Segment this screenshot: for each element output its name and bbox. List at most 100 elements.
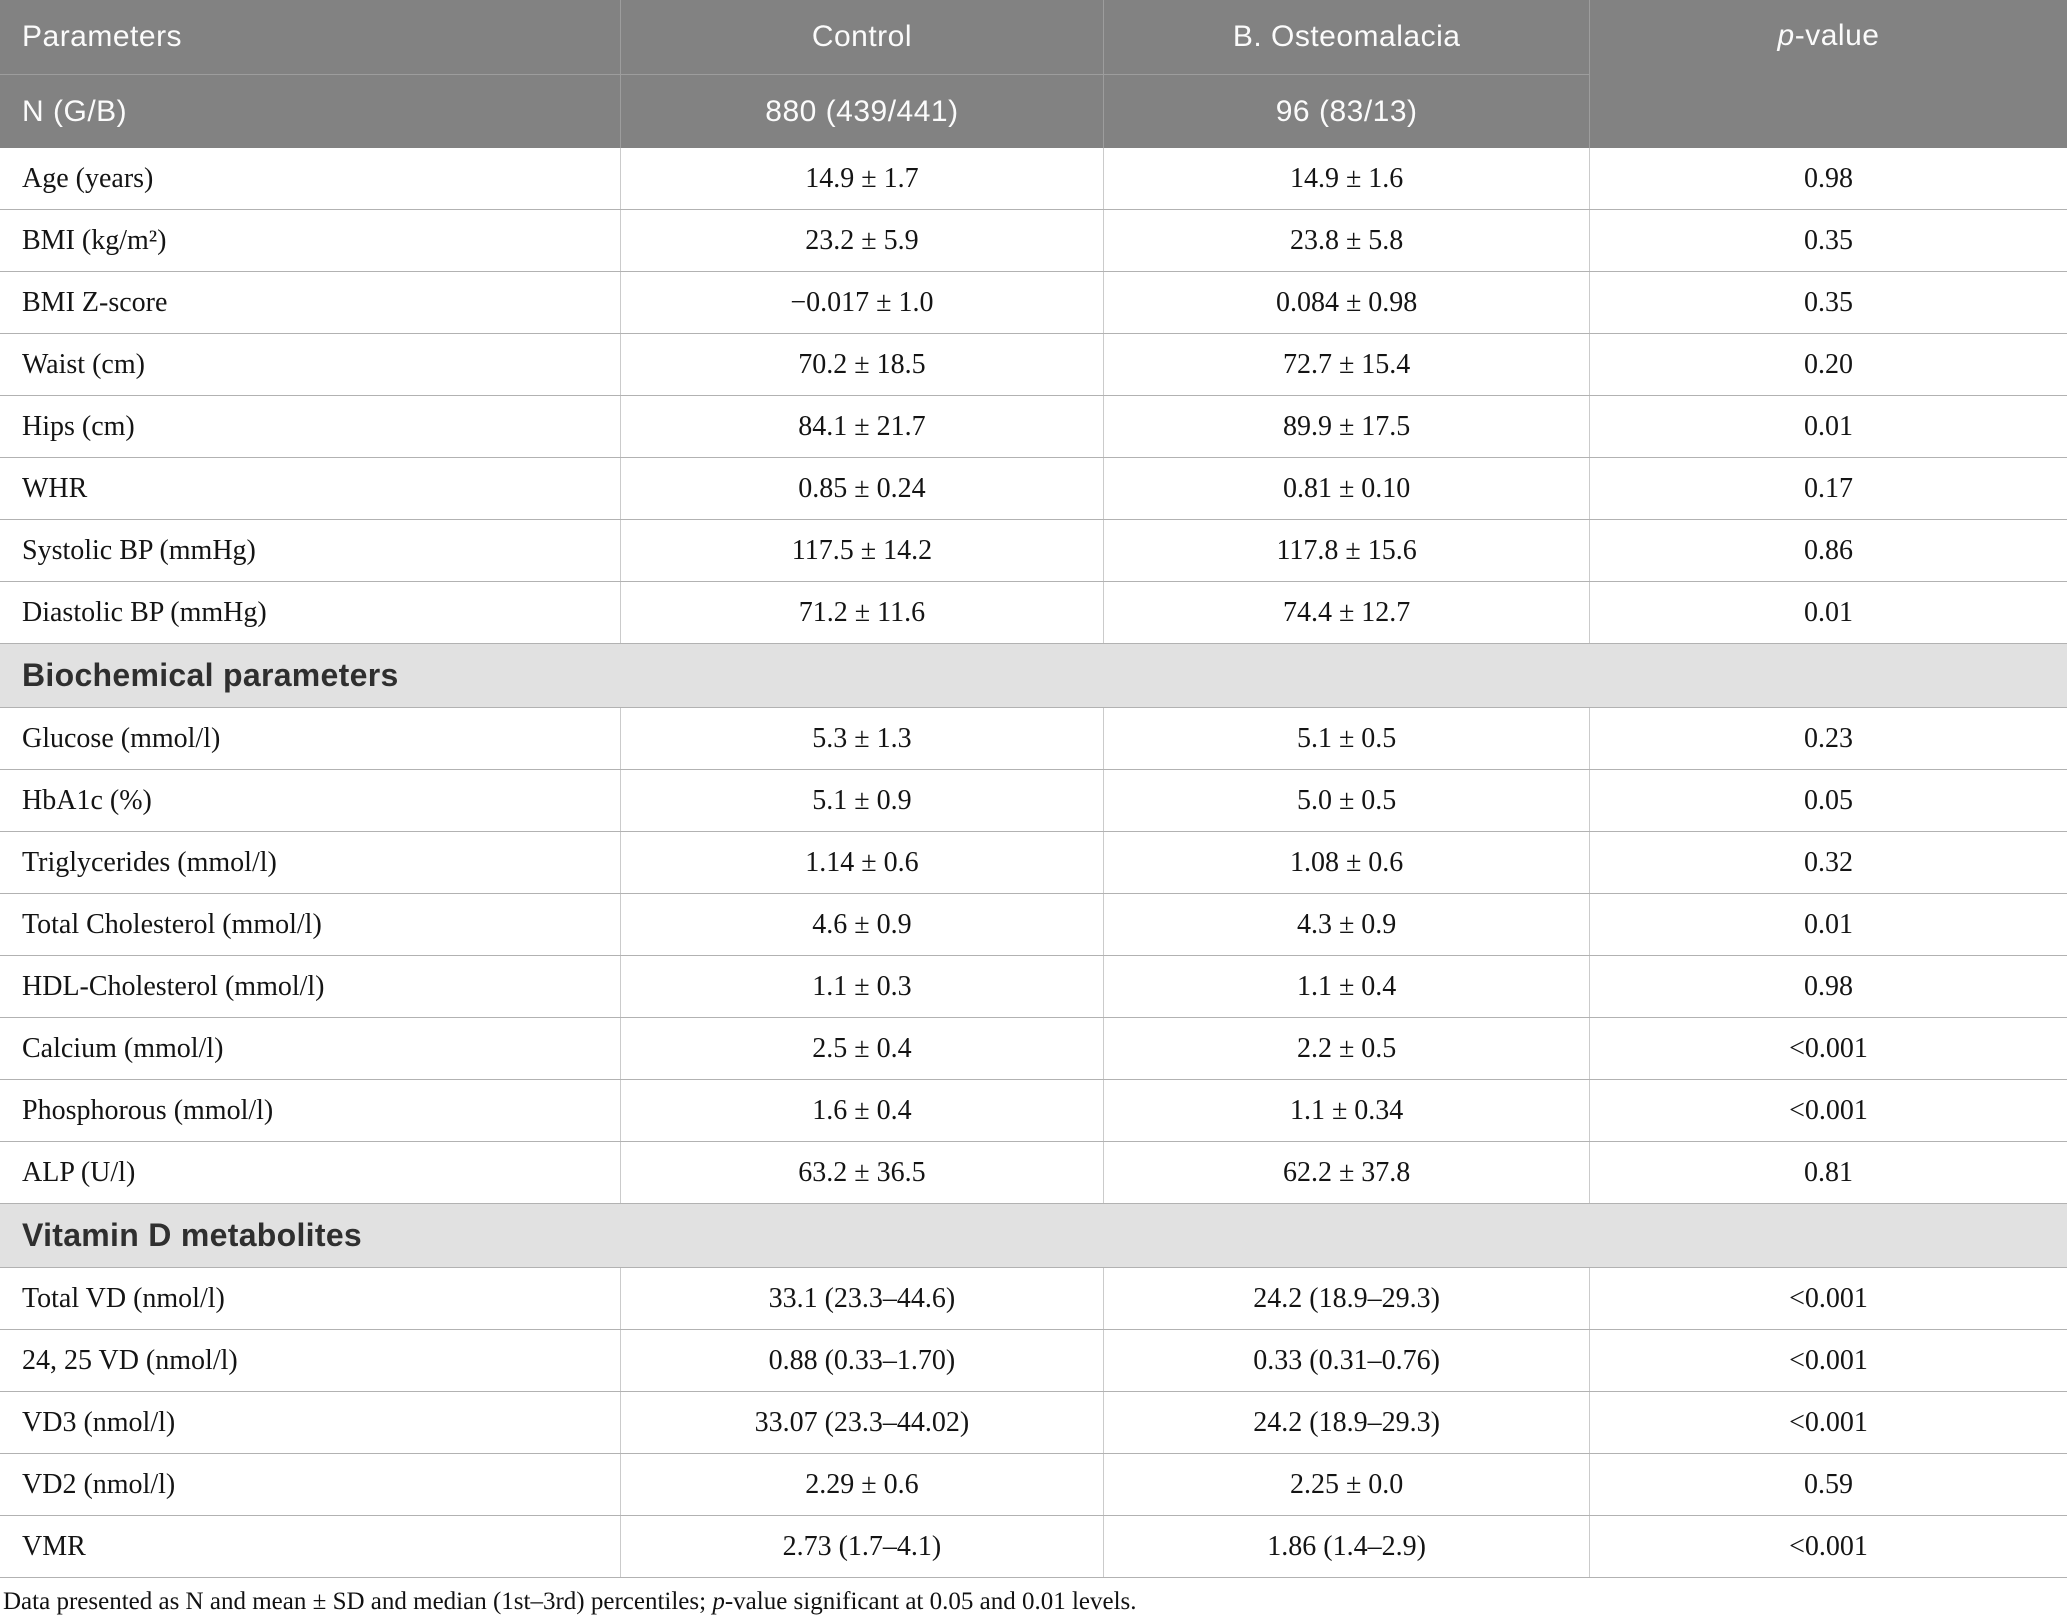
osteomalacia-value-cell: 5.1 ± 0.5 [1104, 708, 1590, 770]
row-label-cell: VMR [0, 1516, 620, 1578]
table-body: Age (years) 14.9 ± 1.7 14.9 ± 1.6 0.98 B… [0, 148, 2067, 1578]
table-row: Total VD (nmol/l) 33.1 (23.3–44.6) 24.2 … [0, 1268, 2067, 1330]
control-value-cell: 70.2 ± 18.5 [620, 334, 1104, 396]
p-value-cell: <0.001 [1590, 1330, 2067, 1392]
table-row: Systolic BP (mmHg) 117.5 ± 14.2 117.8 ± … [0, 520, 2067, 582]
header-row-titles: Parameters Control B. Osteomalacia p-val… [0, 0, 2067, 75]
row-label-cell: VD3 (nmol/l) [0, 1392, 620, 1454]
section-label: Vitamin D metabolites [0, 1204, 2067, 1268]
row-label-cell: HbA1c (%) [0, 770, 620, 832]
footnote-p-italic: p [712, 1588, 725, 1615]
osteomalacia-value-cell: 23.8 ± 5.8 [1104, 210, 1590, 272]
p-value-cell: 0.23 [1590, 708, 2067, 770]
control-value-cell: 23.2 ± 5.9 [620, 210, 1104, 272]
control-value-cell: 2.29 ± 0.6 [620, 1454, 1104, 1516]
osteomalacia-value-cell: 1.1 ± 0.34 [1104, 1080, 1590, 1142]
table-row: Diastolic BP (mmHg) 71.2 ± 11.6 74.4 ± 1… [0, 582, 2067, 644]
row-label-cell: Systolic BP (mmHg) [0, 520, 620, 582]
table-row: Total Cholesterol (mmol/l) 4.6 ± 0.9 4.3… [0, 894, 2067, 956]
p-value-cell: <0.001 [1590, 1516, 2067, 1578]
osteomalacia-value-cell: 72.7 ± 15.4 [1104, 334, 1590, 396]
header-osteomalacia: B. Osteomalacia [1104, 0, 1590, 75]
table-row: ALP (U/l) 63.2 ± 36.5 62.2 ± 37.8 0.81 [0, 1142, 2067, 1204]
n-label: N (G/B) [0, 75, 620, 149]
p-value-cell: 0.20 [1590, 334, 2067, 396]
table-row: VD3 (nmol/l) 33.07 (23.3–44.02) 24.2 (18… [0, 1392, 2067, 1454]
clinical-parameters-table: Parameters Control B. Osteomalacia p-val… [0, 0, 2067, 1578]
row-label-cell: Waist (cm) [0, 334, 620, 396]
control-value-cell: 2.5 ± 0.4 [620, 1018, 1104, 1080]
p-value-cell: 0.59 [1590, 1454, 2067, 1516]
table-row: Triglycerides (mmol/l) 1.14 ± 0.6 1.08 ±… [0, 832, 2067, 894]
osteomalacia-value-cell: 1.08 ± 0.6 [1104, 832, 1590, 894]
osteomalacia-value-cell: 62.2 ± 37.8 [1104, 1142, 1590, 1204]
table-row: Calcium (mmol/l) 2.5 ± 0.4 2.2 ± 0.5 <0.… [0, 1018, 2067, 1080]
section-header-vitamin-d: Vitamin D metabolites [0, 1204, 2067, 1268]
row-label-cell: Total Cholesterol (mmol/l) [0, 894, 620, 956]
table-row: Age (years) 14.9 ± 1.7 14.9 ± 1.6 0.98 [0, 148, 2067, 210]
table-row: Waist (cm) 70.2 ± 18.5 72.7 ± 15.4 0.20 [0, 334, 2067, 396]
table-footnote: Data presented as N and mean ± SD and me… [0, 1578, 2067, 1616]
control-value-cell: 71.2 ± 11.6 [620, 582, 1104, 644]
header-p-value-text: p-value [1590, 0, 2067, 72]
control-value-cell: 14.9 ± 1.7 [620, 148, 1104, 210]
row-label-cell: Age (years) [0, 148, 620, 210]
row-label-cell: VD2 (nmol/l) [0, 1454, 620, 1516]
osteomalacia-value-cell: 14.9 ± 1.6 [1104, 148, 1590, 210]
header-parameters: Parameters [0, 0, 620, 75]
control-value-cell: 0.85 ± 0.24 [620, 458, 1104, 520]
control-value-cell: 5.1 ± 0.9 [620, 770, 1104, 832]
row-label-cell: Calcium (mmol/l) [0, 1018, 620, 1080]
control-value-cell: 2.73 (1.7–4.1) [620, 1516, 1104, 1578]
row-label-cell: ALP (U/l) [0, 1142, 620, 1204]
p-value-cell: 0.35 [1590, 272, 2067, 334]
control-value-cell: 84.1 ± 21.7 [620, 396, 1104, 458]
table-row: Phosphorous (mmol/l) 1.6 ± 0.4 1.1 ± 0.3… [0, 1080, 2067, 1142]
row-label-cell: Phosphorous (mmol/l) [0, 1080, 620, 1142]
osteomalacia-value-cell: 0.81 ± 0.10 [1104, 458, 1590, 520]
osteomalacia-value-cell: 0.33 (0.31–0.76) [1104, 1330, 1590, 1392]
row-label-cell: WHR [0, 458, 620, 520]
p-rest: -value [1795, 19, 1880, 53]
table-row: VMR 2.73 (1.7–4.1) 1.86 (1.4–2.9) <0.001 [0, 1516, 2067, 1578]
table-row: BMI Z-score −0.017 ± 1.0 0.084 ± 0.98 0.… [0, 272, 2067, 334]
p-value-cell: <0.001 [1590, 1268, 2067, 1330]
osteomalacia-value-cell: 24.2 (18.9–29.3) [1104, 1392, 1590, 1454]
osteomalacia-value-cell: 117.8 ± 15.6 [1104, 520, 1590, 582]
row-label-cell: Total VD (nmol/l) [0, 1268, 620, 1330]
table-row: WHR 0.85 ± 0.24 0.81 ± 0.10 0.17 [0, 458, 2067, 520]
p-value-cell: 0.98 [1590, 148, 2067, 210]
n-control-value: 880 (439/441) [620, 75, 1104, 149]
table-row: BMI (kg/m²) 23.2 ± 5.9 23.8 ± 5.8 0.35 [0, 210, 2067, 272]
control-value-cell: 1.6 ± 0.4 [620, 1080, 1104, 1142]
n-osteomalacia-value: 96 (83/13) [1104, 75, 1590, 149]
p-value-cell: <0.001 [1590, 1018, 2067, 1080]
header-control: Control [620, 0, 1104, 75]
osteomalacia-value-cell: 2.25 ± 0.0 [1104, 1454, 1590, 1516]
p-value-cell: 0.05 [1590, 770, 2067, 832]
header-p-value: p-value [1590, 0, 2067, 148]
control-value-cell: 33.1 (23.3–44.6) [620, 1268, 1104, 1330]
osteomalacia-value-cell: 1.86 (1.4–2.9) [1104, 1516, 1590, 1578]
p-italic: p [1778, 19, 1795, 53]
row-label-cell: Diastolic BP (mmHg) [0, 582, 620, 644]
p-value-cell: 0.86 [1590, 520, 2067, 582]
footnote-text-before: Data presented as N and mean ± SD and me… [3, 1588, 712, 1615]
p-value-cell: 0.32 [1590, 832, 2067, 894]
control-value-cell: −0.017 ± 1.0 [620, 272, 1104, 334]
osteomalacia-value-cell: 74.4 ± 12.7 [1104, 582, 1590, 644]
table-row: HDL-Cholesterol (mmol/l) 1.1 ± 0.3 1.1 ±… [0, 956, 2067, 1018]
row-label-cell: Hips (cm) [0, 396, 620, 458]
section-label: Biochemical parameters [0, 644, 2067, 708]
control-value-cell: 5.3 ± 1.3 [620, 708, 1104, 770]
table-row: HbA1c (%) 5.1 ± 0.9 5.0 ± 0.5 0.05 [0, 770, 2067, 832]
p-value-cell: 0.81 [1590, 1142, 2067, 1204]
p-value-cell: 0.01 [1590, 582, 2067, 644]
osteomalacia-value-cell: 1.1 ± 0.4 [1104, 956, 1590, 1018]
footnote-text-after: -value significant at 0.05 and 0.01 leve… [725, 1588, 1137, 1615]
p-value-cell: 0.17 [1590, 458, 2067, 520]
table-row: Glucose (mmol/l) 5.3 ± 1.3 5.1 ± 0.5 0.2… [0, 708, 2067, 770]
p-value-cell: <0.001 [1590, 1392, 2067, 1454]
row-label-cell: Triglycerides (mmol/l) [0, 832, 620, 894]
p-value-cell: <0.001 [1590, 1080, 2067, 1142]
